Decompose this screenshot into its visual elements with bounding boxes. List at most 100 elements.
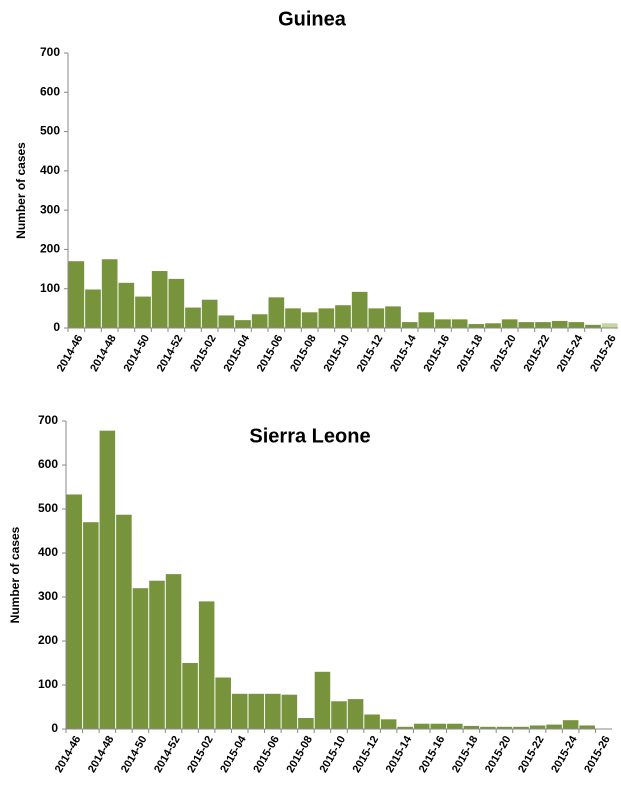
bar xyxy=(351,291,368,328)
bar xyxy=(218,315,235,328)
bar xyxy=(579,725,595,729)
x-tick-label: 2015-02 xyxy=(188,333,219,374)
y-tick-label: 400 xyxy=(38,545,58,559)
x-tick-label: 2014-52 xyxy=(155,333,186,374)
x-tick-label: 2015-10 xyxy=(318,734,349,775)
bar xyxy=(463,725,480,729)
y-tick-label: 300 xyxy=(40,202,60,216)
bar xyxy=(99,430,116,729)
y-tick-label: 100 xyxy=(38,677,58,691)
x-tick-label: 2015-12 xyxy=(355,333,386,374)
y-tick-label: 600 xyxy=(38,457,58,471)
x-tick-label: 2015-04 xyxy=(222,332,253,374)
y-axis-label: Number of cases xyxy=(8,526,22,623)
bar xyxy=(285,308,301,328)
chart-title: Sierra Leone xyxy=(249,425,370,447)
bar xyxy=(518,322,535,328)
y-axis-label: Number of cases xyxy=(14,142,28,239)
bar xyxy=(235,320,251,328)
bar xyxy=(551,320,568,328)
y-tick-label: 200 xyxy=(40,242,60,256)
bar xyxy=(347,699,364,729)
bar xyxy=(231,693,248,729)
bar xyxy=(601,323,618,328)
bar xyxy=(301,312,318,328)
bar xyxy=(248,693,265,729)
bar xyxy=(135,296,151,328)
bar xyxy=(68,261,85,328)
bar xyxy=(101,259,118,328)
bar xyxy=(185,307,201,328)
bar xyxy=(335,305,351,328)
x-tick-label: 2014-52 xyxy=(152,734,183,775)
bar xyxy=(165,574,182,729)
x-tick-label: 2015-14 xyxy=(384,733,415,775)
x-tick-label: 2015-16 xyxy=(422,333,453,374)
x-tick-label: 2015-18 xyxy=(455,333,486,374)
x-tick-label: 2014-50 xyxy=(122,333,153,374)
bar xyxy=(201,299,218,328)
y-tick-label: 500 xyxy=(40,124,60,138)
x-tick-label: 2014-46 xyxy=(53,734,84,775)
x-tick-label: 2015-20 xyxy=(488,333,519,374)
bar xyxy=(501,319,518,328)
bar xyxy=(585,324,601,328)
x-tick-label: 2014-48 xyxy=(86,734,117,775)
x-tick-label: 2014-46 xyxy=(55,333,86,374)
y-tick-label: 0 xyxy=(51,721,58,735)
bar xyxy=(265,693,281,729)
x-tick-label: 2015-18 xyxy=(450,734,481,775)
bar xyxy=(198,601,215,729)
bar xyxy=(151,271,168,328)
x-tick-label: 2015-16 xyxy=(417,734,448,775)
y-tick-label: 400 xyxy=(40,163,60,177)
y-tick-label: 700 xyxy=(38,413,58,427)
x-tick-label: 2015-22 xyxy=(516,734,547,775)
bar xyxy=(496,726,513,729)
x-tick-label: 2014-48 xyxy=(88,333,119,374)
y-tick-label: 0 xyxy=(53,320,60,334)
x-tick-label: 2015-26 xyxy=(582,734,613,775)
x-tick-label: 2015-12 xyxy=(351,734,382,775)
bar xyxy=(397,726,413,729)
bar xyxy=(546,724,562,729)
bar xyxy=(535,322,551,328)
bar xyxy=(149,580,165,729)
bar xyxy=(485,323,501,328)
bar xyxy=(132,588,149,729)
bar xyxy=(529,725,546,729)
x-tick-label: 2015-20 xyxy=(483,734,514,775)
bar xyxy=(451,319,468,328)
x-tick-label: 2015-02 xyxy=(185,734,216,775)
bar xyxy=(116,514,132,729)
y-tick-label: 500 xyxy=(38,501,58,515)
y-tick-label: 100 xyxy=(40,281,60,295)
bar xyxy=(513,726,529,729)
bar xyxy=(568,322,585,328)
x-tick-label: 2015-08 xyxy=(288,333,319,374)
chart-title: Guinea xyxy=(278,8,347,30)
bar xyxy=(298,718,314,729)
bar xyxy=(331,701,347,729)
y-tick-label: 200 xyxy=(38,633,58,647)
x-tick-label: 2015-06 xyxy=(255,333,286,374)
y-tick-label: 700 xyxy=(40,45,60,59)
bar xyxy=(418,312,435,328)
bar xyxy=(562,720,579,729)
x-tick-label: 2015-22 xyxy=(522,333,553,374)
bar xyxy=(413,723,430,729)
bar xyxy=(364,714,380,729)
bar xyxy=(368,308,385,328)
bar xyxy=(480,726,496,729)
x-tick-label: 2015-10 xyxy=(322,333,353,374)
x-tick-label: 2015-04 xyxy=(218,733,249,775)
bar xyxy=(380,719,397,729)
bar xyxy=(401,322,418,328)
bar xyxy=(66,494,83,729)
bar xyxy=(215,677,231,729)
bar xyxy=(468,324,485,328)
x-tick-label: 2015-26 xyxy=(588,333,619,374)
bar xyxy=(314,671,331,729)
x-tick-label: 2015-24 xyxy=(555,332,586,374)
